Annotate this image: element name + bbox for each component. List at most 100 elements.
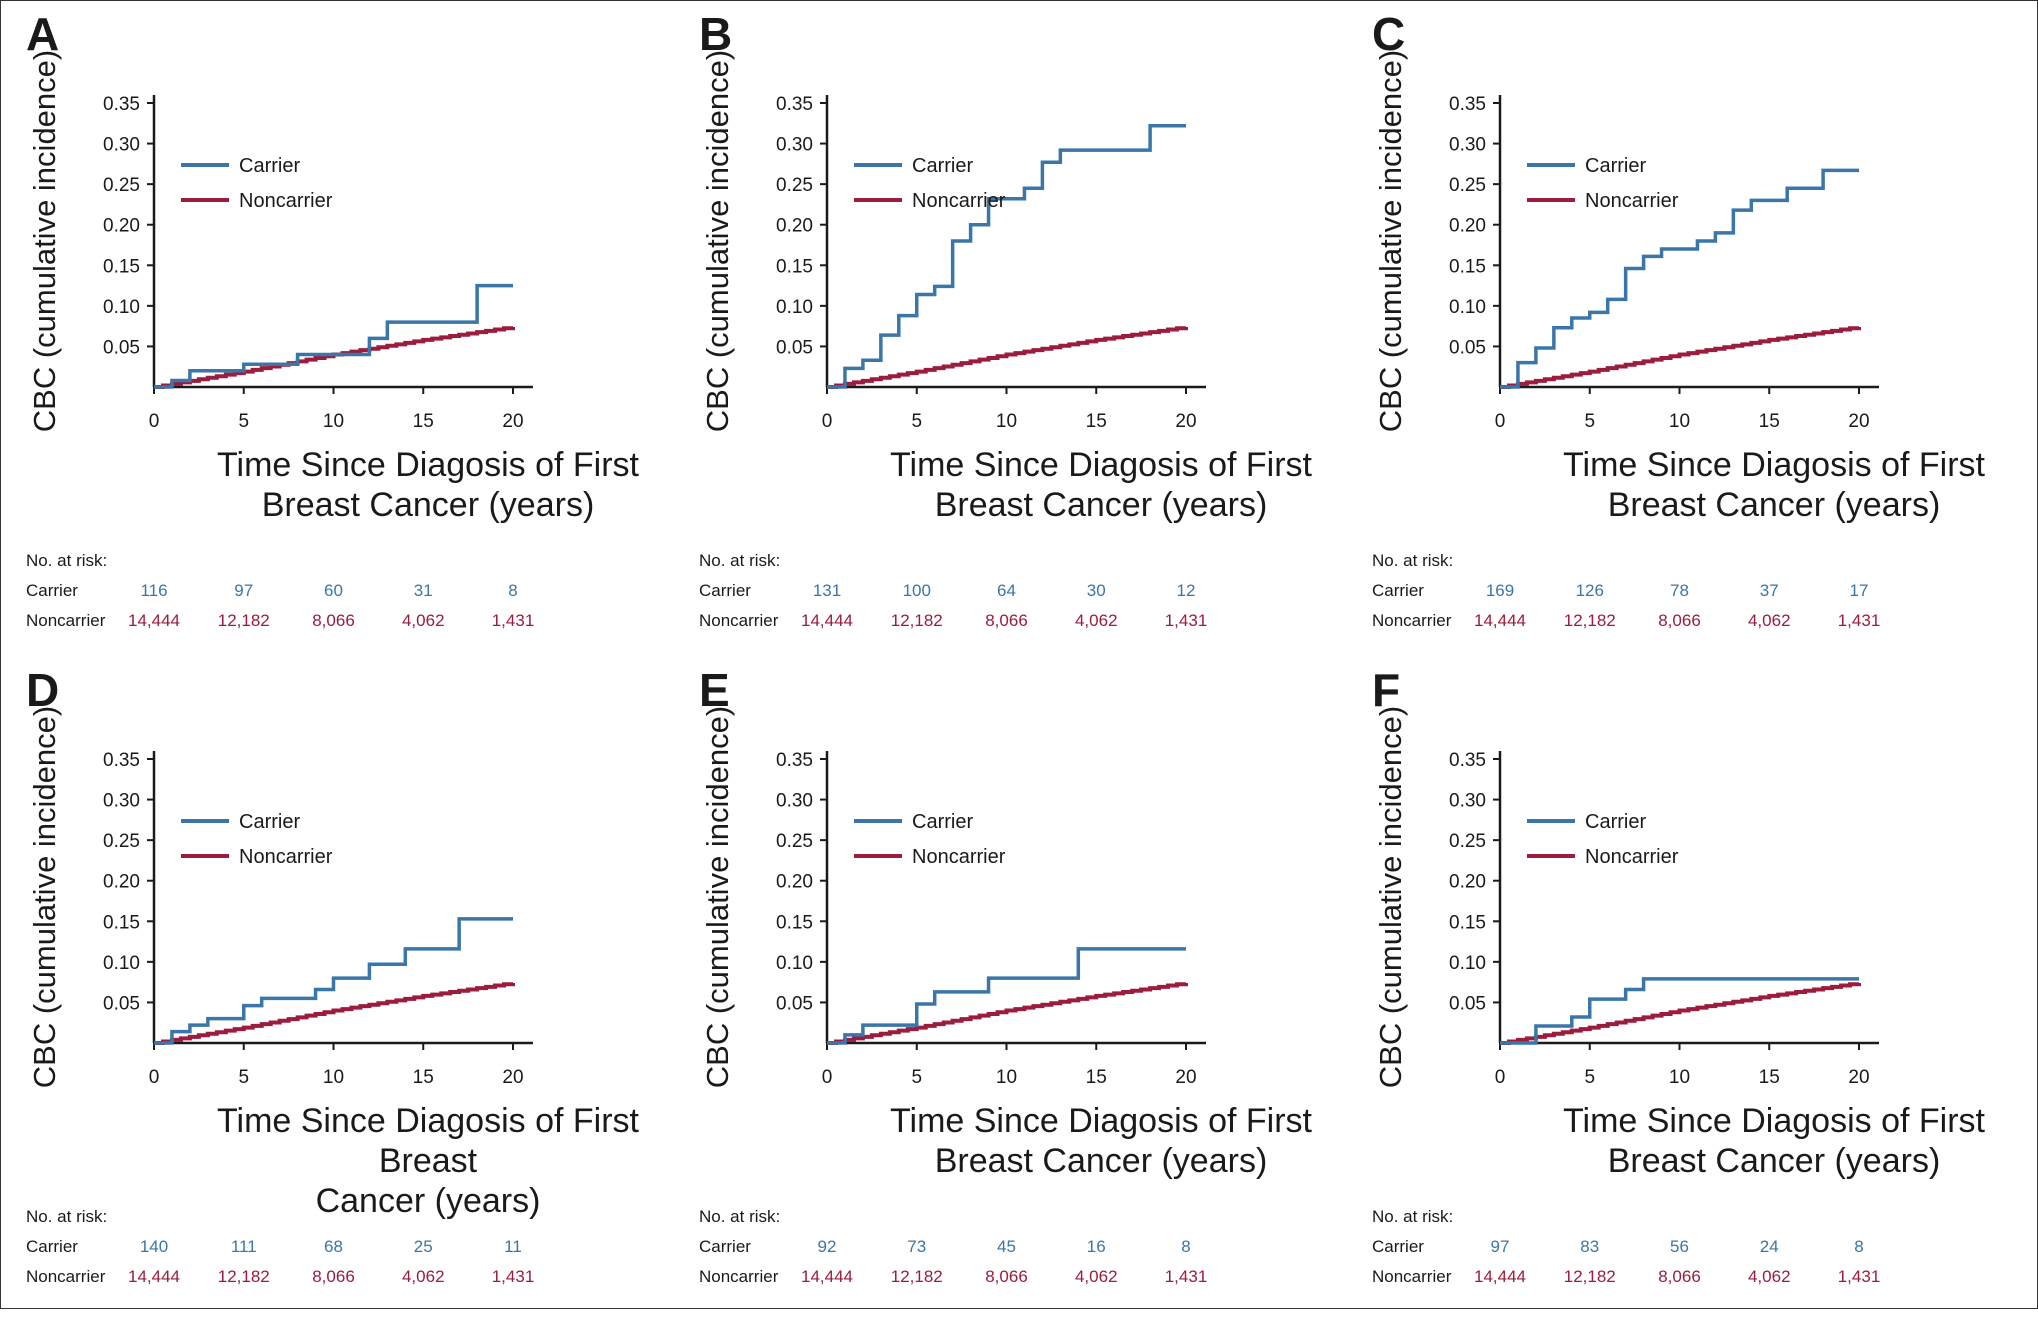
at-risk-carrier-value: 64 (997, 581, 1016, 600)
x-tick-label: 20 (1175, 411, 1196, 432)
at-risk-title: No. at risk: (1372, 1207, 1454, 1226)
at-risk-carrier-value: 8 (1854, 1237, 1864, 1256)
at-risk-carrier-value: 60 (324, 581, 343, 600)
x-tick-label: 0 (822, 411, 833, 432)
at-risk-carrier-value: 83 (1580, 1237, 1600, 1256)
x-tick-label: 5 (911, 1067, 922, 1088)
x-tick-label: 0 (822, 1067, 833, 1088)
at-risk-noncarrier-value: 8,066 (312, 1267, 355, 1286)
at-risk-carrier-value: 30 (1086, 581, 1106, 600)
at-risk-carrier-label: Carrier (699, 581, 751, 600)
at-risk-noncarrier-value: 8,066 (1658, 1267, 1701, 1286)
x-tick-label: 15 (413, 1067, 434, 1088)
at-risk-noncarrier-value: 4,062 (1747, 611, 1791, 630)
panel-letter: E (699, 664, 730, 716)
x-tick-label: 10 (996, 411, 1017, 432)
panel-d: D CBC (cumulative incidence) Time Since Di… (23, 667, 697, 1325)
at-risk-table: No. at risk: Carrier Noncarrier 92 73 45 16 8 14… (696, 1207, 1370, 1307)
carrier-series-line (1500, 168, 1859, 389)
y-tick-label: 0.25 (776, 831, 813, 852)
x-tick-label: 15 (1086, 1067, 1107, 1088)
legend-noncarrier-label: Noncarrier (912, 846, 1006, 868)
x-axis-label: Time Since Diagosis of First Breast Cance… (866, 1101, 1336, 1181)
carrier-series-line (154, 283, 513, 389)
at-risk-carrier-value: 25 (413, 1237, 433, 1256)
y-tick-label: 0.25 (103, 175, 140, 196)
y-tick-label: 0.30 (1449, 135, 1486, 156)
at-risk-carrier-value: 97 (234, 581, 254, 600)
at-risk-carrier-value: 78 (1670, 581, 1689, 600)
x-tick-label: 20 (1848, 411, 1869, 432)
y-tick-label: 0.15 (776, 256, 813, 277)
y-tick-label: 0.05 (103, 337, 140, 358)
y-tick-label: 0.10 (776, 297, 813, 318)
at-risk-carrier-value: 37 (1759, 581, 1779, 600)
legend-carrier-label: Carrier (1585, 811, 1646, 833)
panel-letter: D (26, 664, 60, 716)
at-risk-table: No. at risk: Carrier Noncarrier 169 126 78 37 1… (1369, 551, 2038, 651)
x-axis-label-line-2: Breast Cancer (years) (1607, 1142, 1941, 1180)
x-tick-label: 0 (149, 411, 160, 432)
at-risk-noncarrier-value: 12,182 (217, 1267, 270, 1286)
legend: Carrier Noncarrier (1527, 155, 1679, 212)
at-risk-table: No. at risk: Carrier Noncarrier 116 97 60 31 8 1… (23, 551, 697, 651)
at-risk-noncarrier-value: 14,444 (1474, 611, 1526, 630)
y-tick-label: 0.20 (1449, 872, 1486, 893)
at-risk-noncarrier-value: 4,062 (401, 1267, 445, 1286)
at-risk-carrier-value: 73 (907, 1237, 927, 1256)
chart-svg: 0.35 0.30 0.25 0.20 0.15 0.10 0.05 0 5 10 15 20 Carr… (1449, 750, 1879, 1088)
at-risk-noncarrier-value: 1,431 (491, 611, 535, 630)
at-risk-carrier-value: 131 (812, 581, 842, 600)
at-risk-table: No. at risk: Carrier Noncarrier 97 83 56 24 8 14… (1369, 1207, 2038, 1307)
at-risk-carrier-value: 116 (140, 581, 168, 600)
at-risk-title: No. at risk: (26, 1207, 108, 1226)
chart-svg: 0.35 0.30 0.25 0.20 0.15 0.10 0.05 0 5 10 15 20 Carr… (1449, 94, 1879, 432)
legend-noncarrier-label: Noncarrier (1585, 190, 1679, 212)
at-risk-noncarrier-value: 12,182 (890, 1267, 943, 1286)
y-tick-label: 0.20 (103, 872, 140, 893)
y-tick-label: 0.10 (103, 953, 140, 974)
y-tick-label: 0.30 (103, 791, 140, 812)
legend-carrier-label: Carrier (239, 155, 300, 177)
at-risk-noncarrier-value: 4,062 (1747, 1267, 1791, 1286)
at-risk-table: No. at risk: Carrier Noncarrier 140 111 68 25 1… (23, 1207, 697, 1307)
x-axis-label-line-1: Time Since Diagosis of First (890, 446, 1312, 484)
at-risk-carrier-label: Carrier (1372, 1237, 1424, 1256)
at-risk-noncarrier-label: Noncarrier (699, 1267, 779, 1286)
at-risk-carrier-value: 68 (324, 1237, 343, 1256)
legend-noncarrier-label: Noncarrier (1585, 846, 1679, 868)
carrier-series-line (827, 123, 1186, 389)
y-tick-label: 0.05 (103, 993, 140, 1014)
legend-carrier-label: Carrier (1585, 155, 1646, 177)
x-tick-label: 5 (238, 1067, 249, 1088)
x-axis-label-line-2: Breast Cancer (years) (934, 486, 1268, 524)
at-risk-noncarrier-value: 8,066 (1658, 611, 1701, 630)
panel-b: B CBC (cumulative incidence) Time Since Di… (696, 11, 1370, 669)
at-risk-noncarrier-label: Noncarrier (1372, 1267, 1452, 1286)
at-risk-noncarrier-value: 8,066 (312, 611, 355, 630)
at-risk-noncarrier-value: 14,444 (128, 611, 180, 630)
x-tick-label: 0 (1495, 1067, 1506, 1088)
legend: Carrier Noncarrier (1527, 811, 1679, 868)
at-risk-carrier-label: Carrier (26, 1237, 78, 1256)
carrier-series-line (154, 917, 513, 1045)
at-risk-carrier-value: 97 (1490, 1237, 1510, 1256)
at-risk-carrier-label: Carrier (699, 1237, 751, 1256)
x-axis-label-line-1: Time Since Diagosis of First (1563, 446, 1985, 484)
x-axis-label-line-2: Cancer (years) (315, 1182, 541, 1220)
legend: Carrier Noncarrier (181, 155, 333, 212)
y-tick-label: 0.20 (776, 872, 813, 893)
panel-letter: C (1372, 8, 1406, 60)
y-tick-label: 0.35 (103, 750, 140, 771)
at-risk-noncarrier-value: 14,444 (128, 1267, 180, 1286)
y-tick-label: 0.10 (1449, 297, 1486, 318)
y-tick-label: 0.35 (1449, 94, 1486, 115)
at-risk-title: No. at risk: (1372, 551, 1454, 570)
at-risk-noncarrier-value: 1,431 (1164, 1267, 1208, 1286)
y-tick-label: 0.10 (1449, 953, 1486, 974)
x-tick-label: 5 (238, 411, 249, 432)
at-risk-noncarrier-value: 8,066 (985, 1267, 1028, 1286)
at-risk-carrier-value: 100 (902, 581, 931, 600)
legend: Carrier Noncarrier (854, 811, 1006, 868)
